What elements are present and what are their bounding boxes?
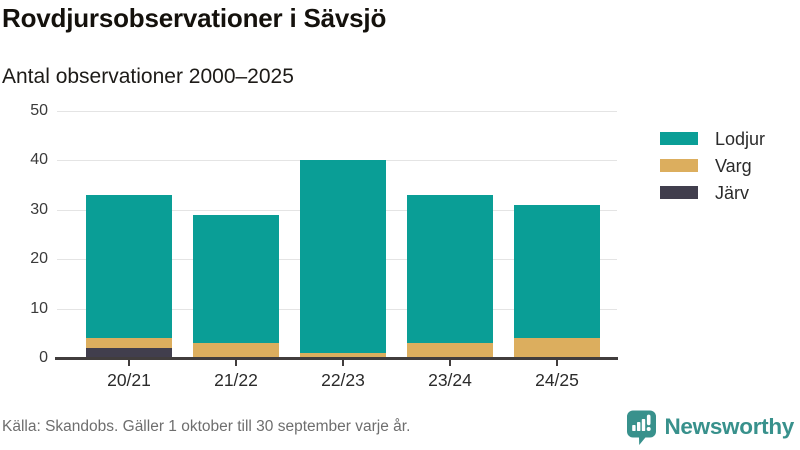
- plot-area: 0 10 20 30 40 50 20/21 21/22 22/23 23/24 24/25: [30, 103, 618, 390]
- bar-segment-järv: [86, 348, 172, 358]
- legend-swatch-lodjur: [660, 132, 698, 145]
- x-tick-label: 22/23: [321, 370, 365, 390]
- bar-segment-varg: [514, 338, 600, 358]
- legend-item-lodjur: Lodjur: [660, 128, 766, 149]
- chart-subtitle: Antal observationer 2000–2025: [2, 65, 294, 88]
- bar-segment-varg: [193, 343, 279, 358]
- x-tick: [449, 359, 451, 366]
- legend-label: Varg: [715, 155, 752, 176]
- bar-segment-lodjur: [193, 214, 279, 344]
- bar-24/25: [514, 204, 600, 358]
- bar-segment-varg: [86, 338, 172, 349]
- bar-20/21: [86, 195, 172, 358]
- y-tick-label: 0: [39, 349, 48, 366]
- x-tick-label: 24/25: [535, 370, 579, 390]
- y-tick-label: 50: [30, 102, 48, 119]
- bar-23/24: [407, 195, 493, 358]
- x-tick: [342, 359, 344, 366]
- y-tick-label: 30: [30, 200, 48, 218]
- bar-segment-lodjur: [407, 195, 493, 344]
- legend-item-varg: Varg: [660, 155, 765, 176]
- brand-logo[interactable]: Newsworthy: [626, 410, 794, 445]
- footer: Källa: Skandobs. Gäller 1 oktober till 3…: [2, 407, 794, 447]
- bar-segment-lodjur: [86, 195, 172, 339]
- x-tick: [556, 359, 558, 366]
- source-text: Källa: Skandobs. Gäller 1 oktober till 3…: [2, 418, 411, 435]
- y-tick-label: 20: [30, 250, 48, 268]
- x-tick: [128, 359, 130, 366]
- legend-swatch-järv: [660, 186, 698, 199]
- x-axis-line: [55, 357, 618, 360]
- x-tick-label: 21/22: [214, 370, 258, 390]
- bar-segment-varg: [300, 353, 386, 358]
- legend: Lodjur Varg Järv: [660, 128, 766, 203]
- legend-item-järv: Järv: [660, 182, 765, 203]
- bar-segment-lodjur: [514, 204, 600, 339]
- newsworthy-icon: [627, 410, 657, 445]
- legend-swatch-varg: [660, 159, 698, 172]
- chart-title: Rovdjursobservationer i Sävsjö: [2, 3, 387, 33]
- bar-segment-lodjur: [300, 160, 386, 354]
- x-tick: [235, 359, 237, 366]
- x-tick-label: 23/24: [428, 370, 472, 390]
- gridline-50: [57, 111, 617, 112]
- bar-22/23: [300, 160, 386, 358]
- brand-name: Newsworthy: [664, 414, 794, 439]
- bar-segment-varg: [407, 343, 493, 358]
- x-tick-label: 20/21: [107, 370, 151, 390]
- y-tick-label: 10: [30, 299, 48, 317]
- legend-label: Järv: [715, 182, 750, 203]
- bar-21/22: [193, 214, 279, 358]
- legend-label: Lodjur: [715, 128, 766, 149]
- y-tick-label: 40: [30, 151, 48, 169]
